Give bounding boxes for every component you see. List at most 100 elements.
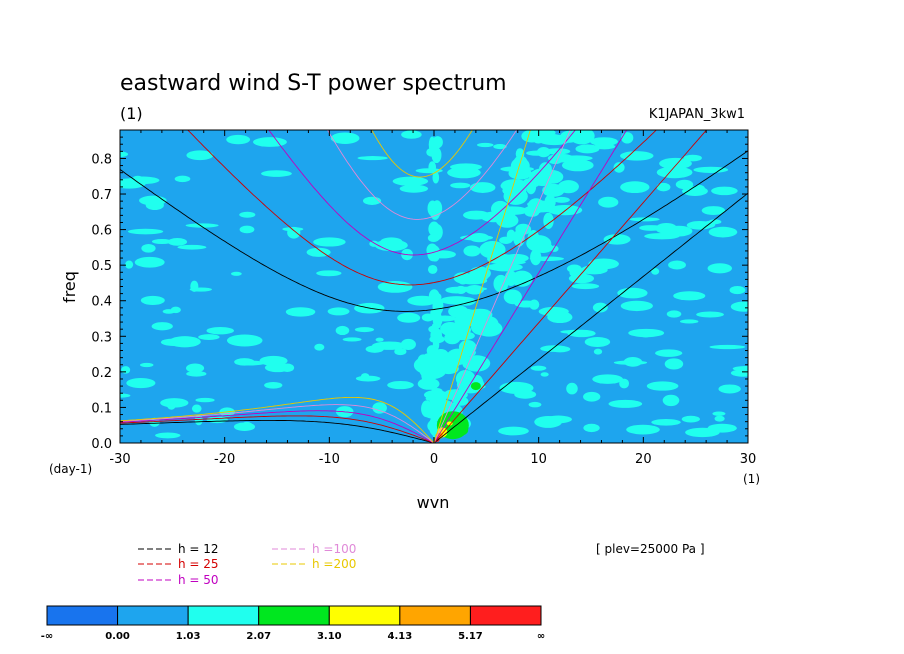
heatmap-cell (712, 411, 726, 416)
legend-label: h = 12 (178, 542, 219, 556)
heatmap-cell (431, 292, 442, 302)
heatmap-cell (417, 377, 440, 390)
heatmap-cell (730, 369, 748, 377)
legend-label: h =200 (312, 557, 356, 571)
heatmap-cell (140, 295, 165, 305)
colorbar-segment (187, 605, 260, 626)
heatmap-cell (646, 381, 679, 391)
inertia-gravity-wave-line (326, 130, 518, 220)
heatmap-cell (588, 258, 619, 270)
heatmap-cell (673, 291, 706, 301)
heatmap-cell (160, 338, 187, 346)
heatmap-cell (521, 130, 543, 143)
x-tick-label: 20 (635, 452, 652, 467)
heatmap-cell (530, 365, 547, 371)
heatmap-cell (125, 260, 134, 269)
heatmap-cell (448, 305, 469, 318)
heatmap-cell (498, 426, 529, 436)
heatmap-cell (693, 166, 729, 173)
legend-label: h =100 (312, 542, 356, 556)
heatmap-cell (583, 423, 600, 433)
heatmap-cell (195, 397, 215, 403)
heatmap-cell (285, 307, 316, 317)
heatmap-cell (330, 132, 360, 144)
heatmap-cell (155, 432, 181, 439)
heatmap-cell (151, 239, 173, 245)
heatmap-cell (230, 271, 242, 276)
colorbar-label: 4.13 (388, 631, 413, 642)
heatmap-cell (540, 130, 554, 142)
heatmap-cell (569, 130, 595, 145)
colorbar-segment (328, 605, 401, 626)
heatmap-cell (476, 142, 494, 148)
heatmap-cell (377, 281, 413, 293)
colorbar-label: 1.03 (176, 631, 201, 642)
dispersion-series-h50 (120, 130, 628, 443)
heatmap-cell (485, 264, 507, 271)
heatmap-cell (493, 274, 509, 293)
axes: -30 -20 -10 0 10 20 30 0.0 0.1 0.2 0.3 0.4 0.5 0.6 0.7… (91, 130, 756, 467)
heatmap-cell (427, 234, 440, 243)
colorbar-label: -∞ (41, 631, 53, 642)
inertia-gravity-wave-line (120, 150, 748, 312)
heatmap-cell (568, 273, 595, 284)
heatmap-cell (651, 268, 660, 275)
heatmap-cell (306, 247, 331, 257)
heatmap-cell (436, 399, 452, 407)
heatmap-cell (392, 176, 429, 186)
heatmap-cell (397, 312, 421, 323)
level-note: [ plev=25000 Pa ] (596, 542, 705, 556)
heatmap-cell (598, 196, 619, 208)
colorbar-label: 3.10 (317, 631, 342, 642)
heatmap-cell (651, 419, 681, 426)
colorbar: -∞ 0.00 1.03 2.07 3.10 4.13 5.17 ∞ (41, 605, 545, 642)
heatmap-cell (465, 284, 484, 295)
heatmap-cell (566, 264, 582, 273)
heatmap-cell (682, 186, 708, 196)
heatmap-cell (565, 156, 581, 168)
heatmap-cell (374, 239, 408, 252)
x-tick-label: 0 (430, 452, 438, 467)
heatmap-cell (177, 244, 207, 250)
heatmap-cell (399, 184, 429, 193)
heatmap-cell (167, 238, 188, 246)
heatmap-cell (174, 175, 191, 183)
heatmap-cell (679, 319, 699, 324)
heatmap-cell (127, 228, 164, 235)
x-axis-label: wvn (417, 493, 450, 512)
y-tick-label: 0.4 (91, 295, 112, 310)
heatmap-cell (666, 310, 682, 318)
heatmap-cell (502, 256, 514, 265)
y-tick-label: 0.5 (91, 259, 112, 274)
heatmap-cell (186, 363, 205, 373)
heatmap-cell (503, 187, 528, 205)
heatmap-cell (711, 186, 738, 196)
y-tick-label: 0.1 (91, 401, 112, 416)
heatmap-cell (629, 217, 660, 222)
heatmap-cell (571, 283, 600, 290)
y-axis-label: freq (60, 271, 79, 303)
heatmap-cell (510, 157, 530, 174)
heatmap-cell (696, 311, 724, 318)
heatmap-cell (342, 337, 362, 342)
heatmap-cell (427, 264, 438, 274)
heatmap-cell (455, 285, 467, 295)
heatmap-cell (592, 374, 624, 384)
dispersion-series-h25 (120, 130, 708, 443)
colorbar-label: 5.17 (458, 631, 483, 642)
heatmap-cell (327, 307, 350, 316)
heatmap-cell (503, 289, 522, 305)
heatmap-cell (365, 345, 384, 353)
heatmap-cell (527, 229, 540, 247)
heatmap-cell (613, 360, 648, 365)
heatmap-cell (456, 297, 476, 306)
kelvin-wave-line (433, 192, 748, 443)
heatmap-cell (560, 329, 593, 334)
heatmap-cell (145, 200, 164, 210)
heatmap-cell (463, 245, 481, 257)
heatmap-cell (139, 362, 154, 368)
colorbar-label: 0.00 (105, 631, 130, 642)
heatmap-cell (261, 170, 292, 177)
heatmap-cell (226, 334, 263, 347)
